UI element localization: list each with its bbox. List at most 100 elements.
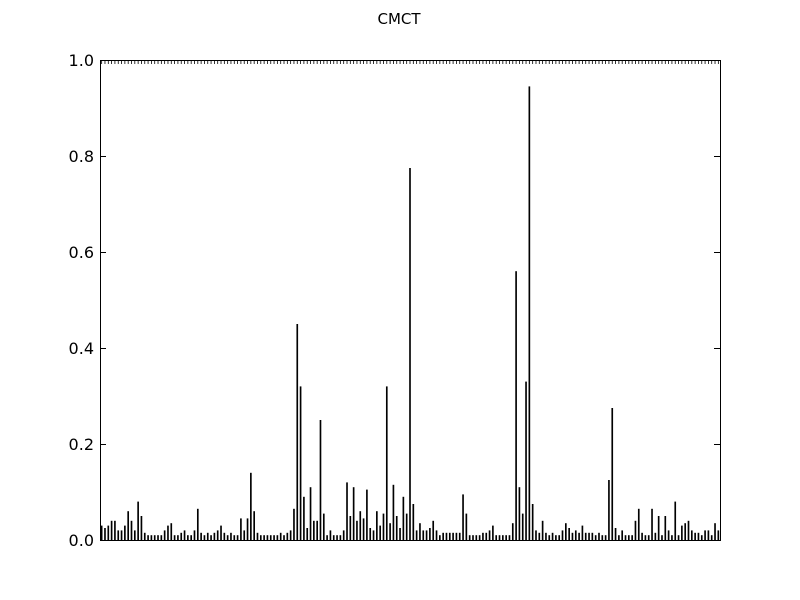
bar	[170, 523, 173, 540]
y-tick-label: 0.4	[69, 339, 94, 358]
bar	[316, 520, 318, 540]
bar	[389, 523, 391, 540]
bar	[425, 530, 428, 540]
bar	[674, 501, 677, 540]
bar	[714, 523, 716, 540]
bar	[303, 496, 305, 540]
bar	[120, 530, 123, 540]
bar	[359, 511, 362, 540]
bar	[114, 520, 116, 540]
y-tick-label: 0.0	[69, 531, 94, 550]
bar	[309, 487, 312, 540]
bar	[684, 523, 687, 540]
bar	[117, 530, 120, 540]
bar	[465, 513, 468, 540]
bar	[329, 530, 332, 540]
bar	[196, 508, 199, 540]
bar	[372, 530, 375, 540]
bar	[127, 511, 130, 540]
bar	[107, 525, 110, 540]
bar	[366, 489, 368, 540]
bar	[717, 530, 720, 540]
y-tick-label: 1.0	[69, 51, 94, 70]
bar	[183, 530, 186, 540]
bar	[657, 516, 660, 540]
y-ticks-layer: 0.0 0.2 0.4 0.6 0.8 1.0	[69, 51, 720, 550]
bar	[667, 530, 670, 540]
bar	[395, 516, 398, 540]
bar	[637, 508, 640, 540]
y-tick-label: 0.8	[69, 147, 94, 166]
bar	[561, 530, 564, 540]
bar	[319, 420, 322, 540]
bar	[409, 168, 411, 540]
chart-title: CMCT	[377, 10, 421, 28]
bar	[415, 530, 418, 540]
bar	[220, 525, 222, 540]
bar	[362, 518, 365, 540]
bar	[405, 513, 408, 540]
bar	[313, 520, 315, 540]
bar	[621, 530, 624, 540]
bar	[110, 520, 113, 540]
bar	[240, 518, 242, 540]
bar	[402, 496, 405, 540]
plot-frame	[100, 60, 721, 541]
bar	[664, 516, 667, 540]
bar	[385, 386, 388, 540]
bar	[687, 520, 690, 540]
bar	[462, 494, 464, 540]
bar	[100, 525, 103, 540]
bar	[216, 530, 219, 540]
bar	[435, 530, 438, 540]
bar	[574, 530, 577, 540]
bar	[306, 528, 309, 540]
bar	[243, 530, 246, 540]
bar	[163, 530, 166, 540]
bar	[515, 271, 517, 540]
bar	[525, 381, 527, 540]
bar	[376, 511, 378, 540]
bar	[382, 513, 385, 540]
bar	[104, 528, 106, 540]
bar	[707, 530, 710, 540]
bar	[392, 484, 395, 540]
y-tick-label: 0.6	[69, 243, 94, 262]
bar	[369, 528, 372, 540]
bar	[521, 513, 524, 540]
bar	[432, 520, 435, 540]
bar	[634, 520, 637, 540]
bar	[253, 511, 255, 540]
bar	[299, 386, 302, 540]
bar	[488, 530, 491, 540]
bar	[124, 525, 126, 540]
bar	[690, 530, 693, 540]
bar	[568, 528, 570, 540]
y-tick-label: 0.2	[69, 435, 94, 454]
bar	[379, 525, 381, 540]
bar	[167, 525, 169, 540]
bar	[296, 324, 299, 540]
bar	[581, 525, 584, 540]
bar	[429, 528, 431, 540]
bar	[681, 525, 683, 540]
bar	[140, 516, 143, 540]
bars-layer	[100, 86, 720, 541]
bar	[541, 520, 544, 540]
bar	[528, 86, 531, 541]
bar	[322, 513, 325, 540]
bar	[342, 530, 345, 540]
bar	[356, 520, 358, 540]
bar	[565, 523, 567, 540]
bar	[511, 523, 514, 540]
bar	[293, 508, 295, 540]
bar	[346, 482, 348, 540]
bar	[608, 480, 610, 540]
bar	[422, 530, 425, 540]
bar	[193, 530, 196, 540]
bar	[611, 408, 614, 540]
bar	[137, 501, 139, 540]
bar	[531, 504, 534, 540]
bar	[651, 508, 653, 540]
